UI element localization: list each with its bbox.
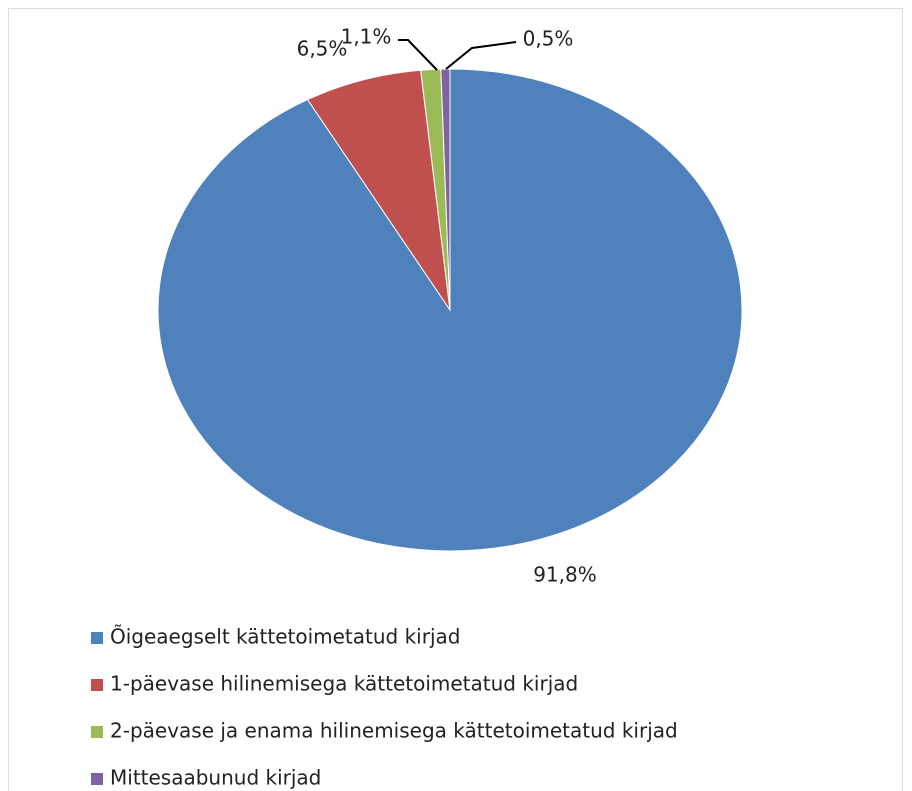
- legend-swatch: [91, 679, 103, 691]
- legend-label: 2-päevase ja enama hilinemisega kättetoi…: [110, 719, 678, 743]
- legend-swatch: [91, 773, 103, 785]
- data-label: 1,1%: [341, 25, 392, 49]
- pie-slice: [306, 69, 451, 311]
- leader-line: [398, 39, 438, 71]
- legend-label: Mittesaabunud kirjad: [110, 766, 321, 790]
- data-label: 0,5%: [523, 27, 574, 51]
- legend-label: Õigeaegselt kättetoimetatud kirjad: [110, 625, 460, 649]
- leader-line: [445, 41, 517, 70]
- pie-slice: [440, 68, 451, 311]
- legend-swatch: [91, 726, 103, 738]
- data-label: 91,8%: [533, 563, 597, 587]
- legend-swatch: [91, 632, 103, 644]
- legend-label: 1-päevase hilinemisega kättetoimetatud k…: [110, 672, 578, 696]
- data-label: 6,5%: [297, 37, 348, 61]
